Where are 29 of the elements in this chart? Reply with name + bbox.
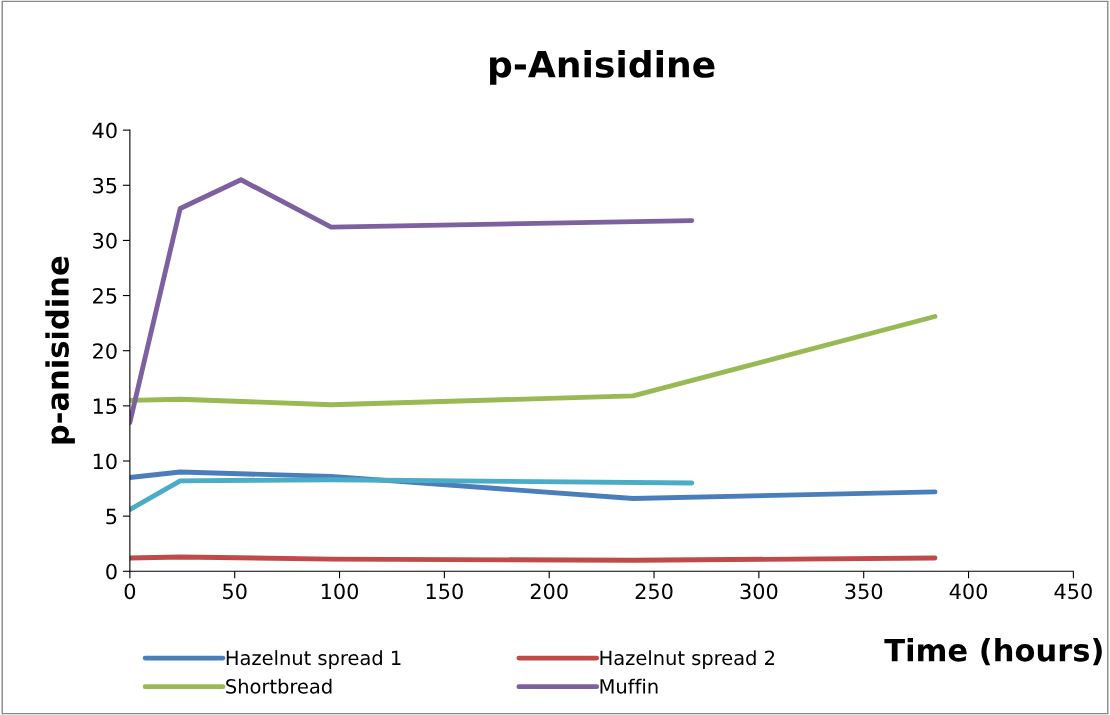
x-tick-label: 400 — [949, 583, 988, 600]
x-axis-title: Time (hours) — [884, 638, 1102, 666]
y-tick-label: 20 — [93, 343, 117, 359]
y-tick-label: 40 — [92, 122, 117, 139]
y-tick-label: 35 — [93, 177, 117, 194]
line-series — [129, 314, 938, 408]
x-tick-label: 100 — [321, 583, 359, 600]
y-tick-label: 5 — [106, 508, 117, 525]
y-tick-label: 10 — [93, 453, 117, 470]
x-tick-label: 200 — [530, 583, 568, 600]
legend-label: Shortbread — [226, 678, 332, 694]
x-tick-label: 250 — [635, 583, 673, 600]
y-tick-label: 15 — [93, 398, 117, 415]
y-axis-title: p-anisidine — [45, 256, 75, 444]
line-series — [129, 477, 695, 512]
x-tick-label: 450 — [1054, 583, 1092, 600]
x-tick-label: 0 — [124, 583, 136, 600]
x-tick-label: 150 — [426, 583, 463, 600]
y-tick-label: 0 — [106, 563, 117, 580]
x-tick-label: 50 — [223, 583, 247, 600]
chart-title: p-Anisidine — [490, 49, 715, 85]
legend-label: Muffin — [600, 678, 658, 694]
legend-label: Hazelnut spread 2 — [600, 650, 775, 669]
y-tick-label: 25 — [93, 288, 117, 304]
x-tick-label: 350 — [845, 583, 883, 600]
y-tick-label: 30 — [93, 232, 117, 249]
x-tick-label: 300 — [740, 583, 778, 600]
line-series — [129, 177, 695, 425]
legend-label: Hazelnut spread 1 — [226, 650, 401, 669]
